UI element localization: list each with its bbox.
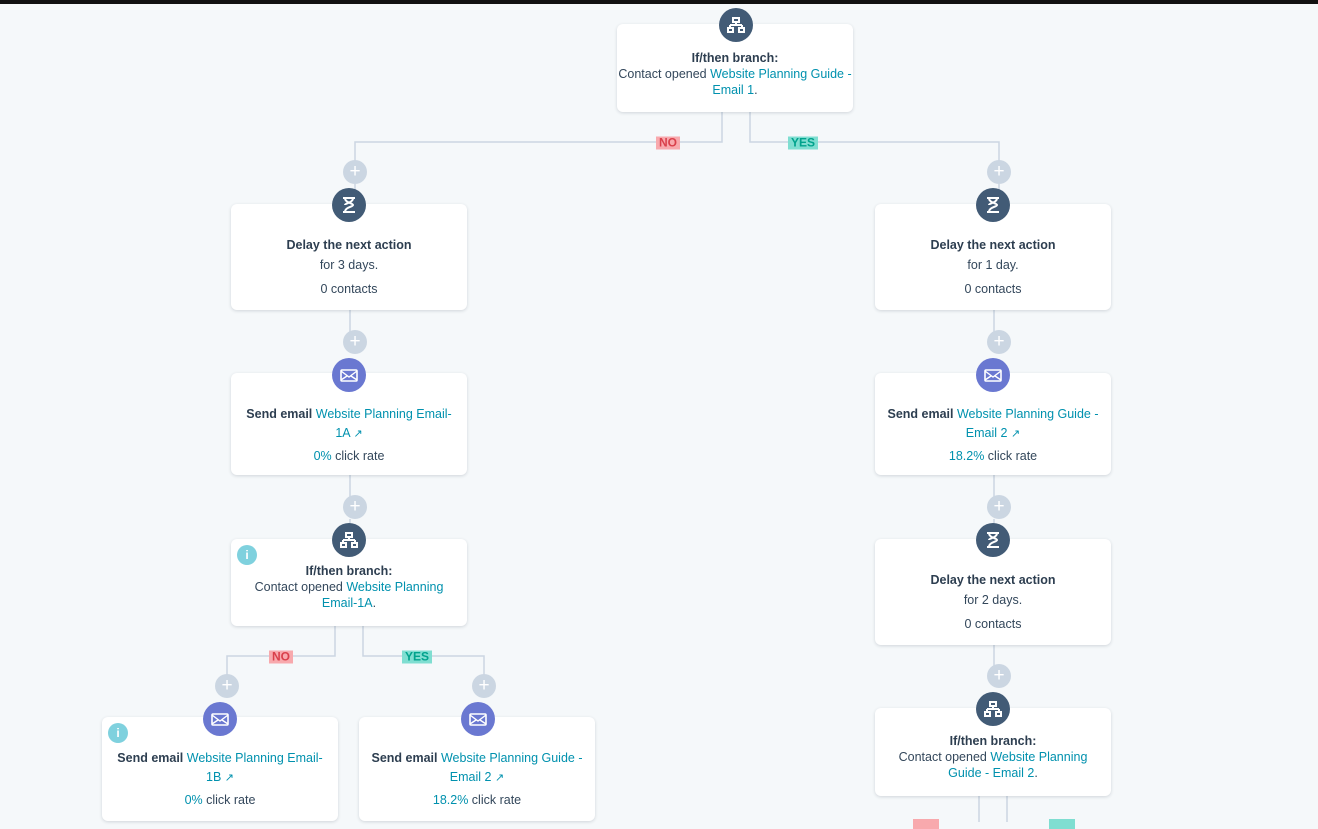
email-link[interactable]: Website Planning Guide - Email 2 [956, 407, 1099, 440]
card-text: . [1034, 766, 1038, 780]
external-link-icon[interactable]: ↗ [224, 772, 234, 784]
email-icon [203, 702, 237, 736]
top-bar [0, 0, 1318, 4]
yes-branch-label: YES [787, 136, 819, 150]
contact-count[interactable]: 0 contacts [964, 282, 1022, 296]
no-branch-label [913, 819, 939, 829]
email-link[interactable]: Website Planning Email-1B [186, 751, 323, 784]
card-title: Send email [371, 751, 441, 765]
email-link[interactable]: Website Planning Guide - Email 1 [710, 67, 852, 97]
card-title: Delay the next action [930, 238, 1056, 252]
card-title: Delay the next action [286, 238, 412, 252]
click-rate-label: click rate [984, 449, 1038, 463]
email-link[interactable]: Website Planning Guide - Email 2 [948, 750, 1088, 780]
hourglass-icon [332, 188, 366, 222]
add-action-button[interactable]: + [987, 495, 1011, 519]
card-title: Send email [246, 407, 316, 421]
click-rate-label: click rate [331, 449, 385, 463]
hourglass-icon [976, 523, 1010, 557]
add-action-button[interactable]: + [987, 330, 1011, 354]
click-rate-value[interactable]: 0% [313, 449, 332, 463]
external-link-icon[interactable]: ↗ [1010, 428, 1021, 440]
card-title: Send email [887, 407, 957, 421]
add-action-button[interactable]: + [987, 160, 1011, 184]
email-icon [332, 358, 366, 392]
branch-icon [719, 8, 753, 42]
delay-card[interactable]: Delay the next action for 3 days. 0 cont… [231, 204, 467, 310]
card-text: . [754, 83, 758, 97]
external-link-icon[interactable]: ↗ [353, 428, 363, 440]
click-rate-label: click rate [202, 793, 256, 807]
click-rate-value[interactable]: 0% [184, 793, 203, 807]
yes-branch-label: YES [401, 650, 433, 664]
card-text: Contact opened [618, 67, 711, 81]
hourglass-icon [976, 188, 1010, 222]
click-rate-value[interactable]: 18.2% [432, 793, 469, 807]
add-action-button[interactable]: + [343, 495, 367, 519]
card-text: . [372, 596, 377, 610]
email-icon [461, 702, 495, 736]
card-title: If/then branch: [949, 734, 1037, 748]
if-then-branch-card[interactable]: If/then branch: Contact opened Website P… [617, 24, 853, 112]
info-icon[interactable]: i [237, 545, 257, 565]
delay-duration: for 2 days. [963, 593, 1023, 607]
branch-icon [976, 692, 1010, 726]
contact-count[interactable]: 0 contacts [320, 282, 378, 296]
click-rate-label: click rate [468, 793, 522, 807]
card-text: Contact opened [254, 580, 347, 594]
add-action-button[interactable]: + [343, 330, 367, 354]
card-title: If/then branch: [691, 51, 779, 65]
branch-icon [332, 523, 366, 557]
add-action-button[interactable]: + [215, 674, 239, 698]
add-action-button[interactable]: + [987, 664, 1011, 688]
email-link[interactable]: Website Planning Guide - Email 2 [440, 751, 583, 784]
delay-duration: for 3 days. [319, 258, 379, 272]
card-title: Delay the next action [930, 573, 1056, 587]
no-branch-label: NO [656, 136, 680, 150]
card-title: If/then branch: [305, 564, 393, 578]
yes-branch-label [1049, 819, 1075, 829]
click-rate-value[interactable]: 18.2% [948, 449, 985, 463]
card-text: Contact opened [898, 750, 991, 764]
contact-count[interactable]: 0 contacts [964, 617, 1022, 631]
external-link-icon[interactable]: ↗ [494, 772, 505, 784]
card-title: Send email [117, 751, 187, 765]
email-icon [976, 358, 1010, 392]
info-icon[interactable]: i [108, 723, 128, 743]
email-link[interactable]: Website Planning Email-1A [321, 580, 444, 610]
add-action-button[interactable]: + [472, 674, 496, 698]
if-then-branch-card[interactable]: If/then branch: Contact opened Website P… [875, 708, 1111, 796]
delay-duration: for 1 day. [967, 258, 1019, 272]
no-branch-label: NO [269, 650, 293, 664]
add-action-button[interactable]: + [343, 160, 367, 184]
email-link[interactable]: Website Planning Email-1A [315, 407, 452, 440]
